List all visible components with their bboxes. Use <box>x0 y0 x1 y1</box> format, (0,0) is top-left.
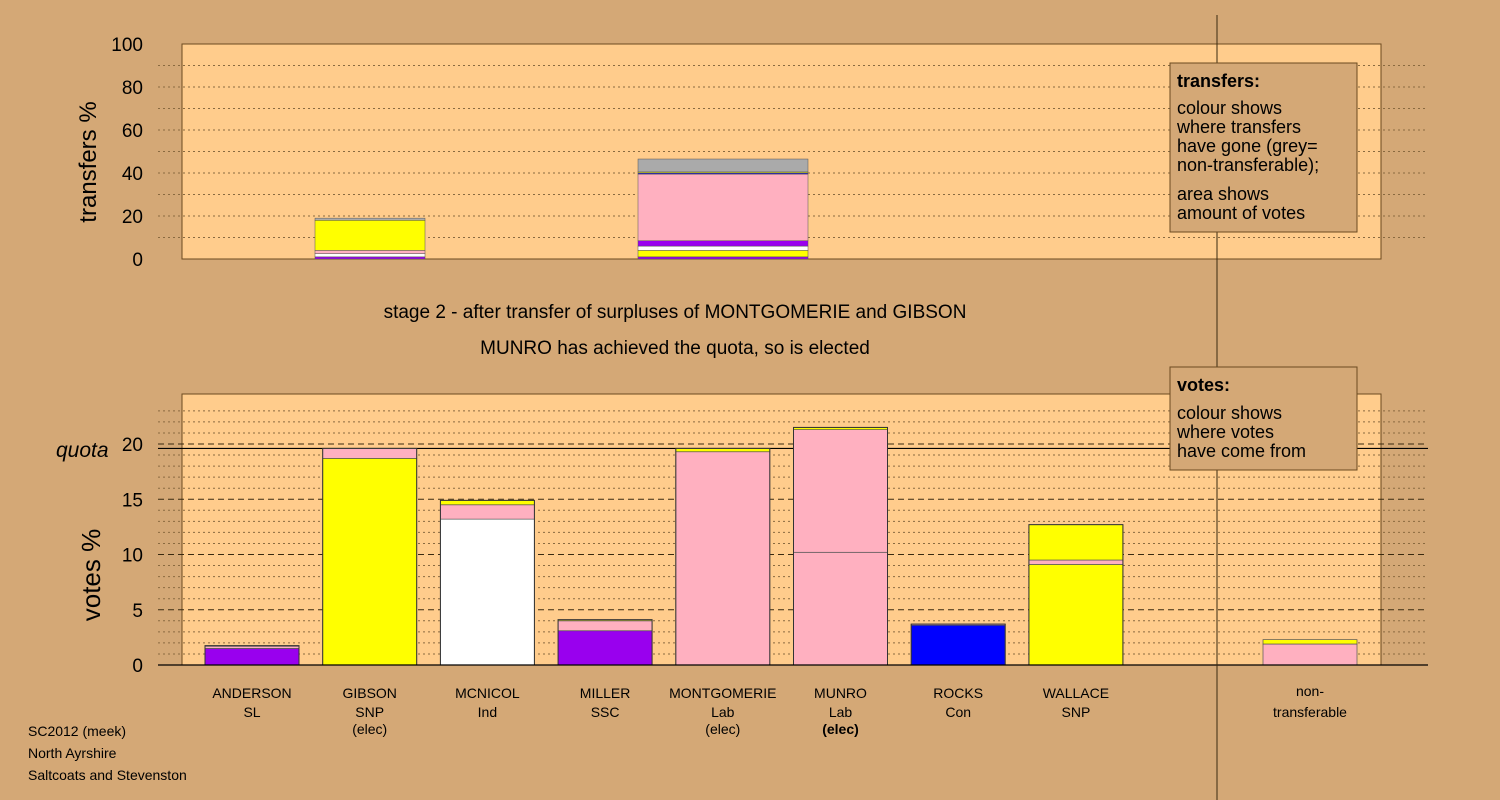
vote-segment <box>322 448 418 459</box>
y-tick-label: 0 <box>132 656 143 677</box>
transfer-segment <box>637 158 809 173</box>
y-tick-label: 40 <box>122 164 143 185</box>
vote-segment <box>557 620 653 632</box>
y-tick-label: 10 <box>122 546 143 567</box>
candidate-name-label: GIBSON <box>342 685 396 701</box>
candidate-party-label: SNP <box>355 704 384 720</box>
votes-legend: votes: colour shows where votes have com… <box>1169 366 1358 471</box>
stage-title: stage 2 - after transfer of surpluses of… <box>384 302 967 323</box>
transfers-legend-line: colour shows <box>1177 98 1282 118</box>
footer: SC2012 (meek) North Ayrshire Saltcoats a… <box>28 723 187 783</box>
vote-segment <box>793 551 888 666</box>
votes-bars <box>204 426 1358 666</box>
vote-segment <box>910 624 1006 666</box>
transfers-legend-line: amount of votes <box>1177 203 1305 223</box>
votes-legend-line: where votes <box>1176 422 1274 442</box>
candidate-name-label: MONTGOMERIE <box>669 685 776 701</box>
elected-label: (elec) <box>822 721 859 737</box>
non-transferable-label: non- <box>1296 683 1324 699</box>
transfer-segment <box>314 217 426 221</box>
votes-y-ticks: 0 5 10 15 20 <box>122 435 143 677</box>
transfer-segment <box>637 256 809 260</box>
stage-subtitle: MUNRO has achieved the quota, so is elec… <box>480 338 870 359</box>
non-transferable-segment <box>1262 639 1358 645</box>
transfer-segment <box>637 240 809 247</box>
transfers-y-axis-label: transfers % <box>75 101 102 222</box>
transfer-segment <box>314 256 426 260</box>
transfers-y-ticks: 0 20 40 60 80 100 <box>111 35 143 271</box>
y-tick-label: 60 <box>122 121 143 142</box>
votes-x-labels: ANDERSONSLGIBSONSNP(elec)MCNICOLIndMILLE… <box>212 683 1347 737</box>
vote-segment <box>440 500 535 506</box>
votes-legend-title: votes: <box>1177 375 1230 395</box>
transfers-legend-line: area shows <box>1177 184 1269 204</box>
candidate-name-label: WALLACE <box>1043 685 1109 701</box>
transfer-segment <box>314 253 426 258</box>
y-tick-label: 15 <box>122 490 143 511</box>
votes-legend-box <box>1169 366 1358 471</box>
y-tick-label: 0 <box>132 250 143 271</box>
transfer-segment <box>314 220 426 251</box>
candidate-party-label: SSC <box>591 704 620 720</box>
candidate-name-label: ANDERSON <box>212 685 291 701</box>
footer-line: North Ayrshire <box>28 745 117 761</box>
candidate-party-label: SL <box>243 704 260 720</box>
vote-segment <box>1028 564 1124 666</box>
vote-segment <box>557 630 653 666</box>
vote-segment <box>440 504 535 520</box>
y-tick-label: 20 <box>122 435 143 456</box>
vote-segment <box>1028 524 1124 561</box>
y-tick-label: 20 <box>122 207 143 228</box>
vote-segment <box>1028 559 1124 565</box>
vote-segment <box>793 429 888 553</box>
footer-line: Saltcoats and Stevenston <box>28 767 187 783</box>
transfers-bars <box>314 158 809 260</box>
transfers-legend: transfers: colour shows where transfers … <box>1169 62 1358 233</box>
non-transferable-label: transferable <box>1273 704 1347 720</box>
y-tick-label: 80 <box>122 78 143 99</box>
votes-legend-line: have come from <box>1177 441 1306 461</box>
transfers-legend-line: where transfers <box>1176 117 1301 137</box>
transfer-segment <box>637 250 809 258</box>
y-tick-label: 5 <box>132 601 143 622</box>
transfers-legend-box <box>1169 62 1358 233</box>
candidate-party-label: SNP <box>1062 704 1091 720</box>
transfer-segment <box>314 250 426 254</box>
transfer-segment <box>637 245 809 251</box>
transfers-legend-line: non-transferable); <box>1177 155 1319 175</box>
quota-label: quota <box>56 439 109 462</box>
vote-segment <box>204 648 300 666</box>
candidate-party-label: Ind <box>478 704 497 720</box>
vote-segment <box>440 518 535 666</box>
candidate-name-label: MUNRO <box>814 685 867 701</box>
vote-segment <box>322 458 418 666</box>
votes-y-axis-label: votes % <box>76 529 106 622</box>
non-transferable-segment <box>1262 643 1358 666</box>
candidate-name-label: MILLER <box>580 685 631 701</box>
elected-label: (elec) <box>352 721 387 737</box>
transfers-legend-title: transfers: <box>1177 71 1260 91</box>
candidate-name-label: MCNICOL <box>455 685 520 701</box>
candidate-party-label: Con <box>945 704 971 720</box>
vote-segment <box>675 451 771 666</box>
y-tick-label: 100 <box>111 35 143 56</box>
elected-label: (elec) <box>705 721 740 737</box>
candidate-party-label: Lab <box>711 704 735 720</box>
votes-legend-line: colour shows <box>1177 403 1282 423</box>
transfers-legend-line: have gone (grey= <box>1177 136 1318 156</box>
candidate-name-label: ROCKS <box>933 685 983 701</box>
transfer-segment <box>637 173 809 241</box>
candidate-party-label: Lab <box>829 704 853 720</box>
footer-line: SC2012 (meek) <box>28 723 126 739</box>
